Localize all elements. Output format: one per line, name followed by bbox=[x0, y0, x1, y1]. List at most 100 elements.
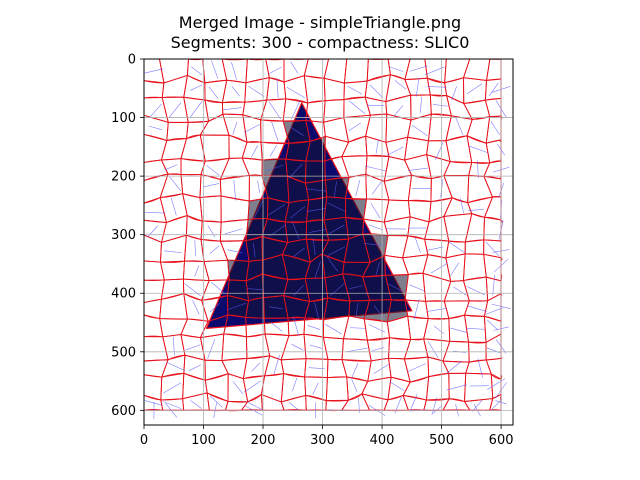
merge-line bbox=[490, 121, 501, 136]
merge-line bbox=[288, 402, 299, 411]
merge-line bbox=[191, 66, 203, 76]
merge-line bbox=[208, 86, 219, 99]
merge-line bbox=[227, 303, 246, 311]
merge-line bbox=[414, 237, 421, 253]
merge-line bbox=[273, 355, 280, 375]
merge-line bbox=[453, 286, 467, 296]
merge-line bbox=[469, 145, 488, 153]
merge-line bbox=[411, 124, 428, 137]
merge-line bbox=[232, 121, 238, 135]
merge-line bbox=[291, 343, 304, 351]
merge-line bbox=[351, 378, 358, 392]
merge-line bbox=[371, 179, 383, 195]
superpixel-segment bbox=[245, 297, 265, 319]
superpixel-segment bbox=[304, 277, 329, 302]
merge-line bbox=[355, 302, 359, 318]
merge-line bbox=[267, 204, 286, 216]
merge-line bbox=[346, 347, 368, 352]
merge-line bbox=[325, 324, 342, 335]
superpixel-segment bbox=[284, 199, 310, 223]
merge-line bbox=[327, 202, 346, 212]
merge-line bbox=[485, 307, 504, 315]
merge-line bbox=[144, 68, 164, 74]
merge-line bbox=[448, 241, 466, 254]
merge-line bbox=[289, 126, 304, 136]
merge-line bbox=[328, 224, 345, 235]
merge-line bbox=[227, 249, 243, 254]
x-tick-label: 100 bbox=[191, 433, 216, 448]
merge-line bbox=[407, 363, 427, 373]
superpixel-segment bbox=[345, 197, 368, 220]
merge-line bbox=[427, 246, 444, 251]
superpixel-segment bbox=[323, 196, 347, 221]
merge-line bbox=[247, 288, 263, 291]
merge-line bbox=[450, 327, 467, 333]
merge-line bbox=[276, 78, 279, 99]
merge-line bbox=[224, 228, 243, 235]
merge-line bbox=[388, 283, 403, 292]
superpixel-segment bbox=[247, 197, 269, 221]
chart-title-line2: Segments: 300 - compactness: SLIC0 bbox=[171, 33, 470, 52]
merge-line bbox=[409, 394, 418, 412]
merge-line bbox=[375, 261, 380, 276]
merge-line bbox=[466, 83, 483, 95]
merge-line bbox=[446, 384, 467, 391]
merge-line bbox=[251, 145, 259, 158]
merge-line bbox=[314, 261, 321, 279]
merge-line bbox=[253, 243, 256, 258]
merge-line bbox=[432, 104, 449, 107]
chart-title-line1: Merged Image - simpleTriangle.png bbox=[179, 13, 461, 32]
merge-line bbox=[169, 102, 182, 118]
x-tick-label: 0 bbox=[140, 433, 148, 448]
merge-line bbox=[190, 400, 202, 409]
y-tick-label: 500 bbox=[111, 345, 136, 360]
merge-line bbox=[312, 382, 319, 395]
merge-line bbox=[451, 86, 457, 100]
merge-line bbox=[248, 86, 265, 97]
merge-line bbox=[202, 183, 220, 188]
x-tick-label: 200 bbox=[251, 433, 276, 448]
merge-line bbox=[207, 339, 216, 359]
merge-line bbox=[233, 179, 236, 201]
merge-line bbox=[150, 103, 162, 117]
merge-line bbox=[427, 341, 439, 359]
merge-line bbox=[194, 240, 196, 257]
merge-line bbox=[184, 283, 201, 297]
merge-line bbox=[466, 327, 484, 330]
y-axis: 0 100 200 300 400 500 600 bbox=[111, 53, 144, 419]
merge-line bbox=[169, 176, 182, 192]
merge-line bbox=[326, 256, 338, 272]
merge-line bbox=[351, 362, 359, 378]
x-tick-label: 500 bbox=[429, 433, 454, 448]
merge-line bbox=[185, 344, 201, 351]
merge-line bbox=[164, 250, 182, 254]
merge-line bbox=[148, 125, 163, 131]
merge-line bbox=[394, 80, 407, 90]
merge-line bbox=[271, 121, 279, 142]
merge-line bbox=[162, 401, 182, 410]
x-tick-label: 600 bbox=[489, 433, 514, 448]
y-tick-label: 600 bbox=[111, 404, 136, 419]
merge-line bbox=[348, 100, 366, 115]
y-tick-label: 100 bbox=[111, 111, 136, 126]
merge-line bbox=[386, 146, 404, 156]
merge-line bbox=[350, 327, 366, 329]
merge-line bbox=[253, 200, 263, 219]
merge-line bbox=[292, 377, 298, 392]
merge-line bbox=[290, 61, 299, 74]
merge-line bbox=[420, 96, 422, 113]
merge-line bbox=[257, 180, 260, 193]
x-axis: 0 100 200 300 400 500 600 bbox=[140, 425, 514, 448]
merge-line bbox=[409, 65, 428, 72]
merge-line bbox=[312, 238, 316, 255]
axes-frame bbox=[143, 58, 514, 426]
merge-line bbox=[347, 85, 363, 95]
merge-line bbox=[209, 245, 220, 254]
merge-line bbox=[433, 325, 445, 335]
merge-line bbox=[489, 82, 499, 97]
merge-line bbox=[349, 285, 363, 289]
merge-line bbox=[164, 164, 178, 171]
merge-line bbox=[268, 101, 281, 120]
merge-line bbox=[491, 399, 503, 410]
